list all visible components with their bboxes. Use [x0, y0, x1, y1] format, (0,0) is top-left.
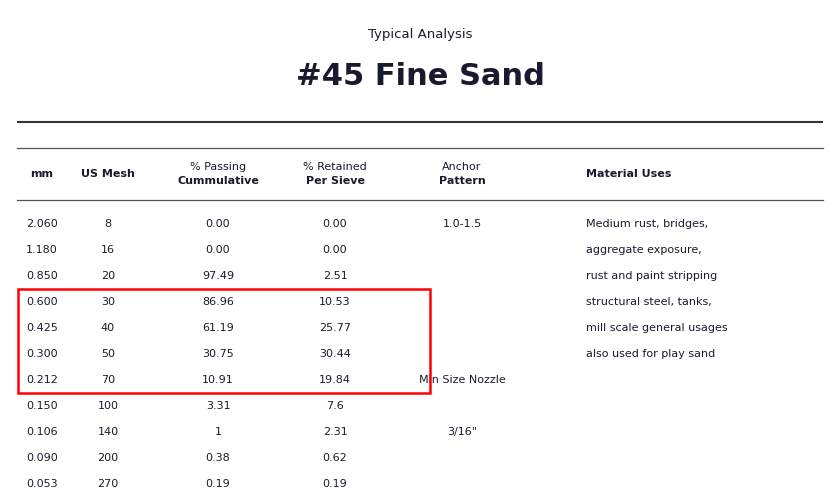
Text: 0.00: 0.00: [323, 219, 347, 229]
Text: 10.53: 10.53: [319, 297, 351, 307]
Text: 2.060: 2.060: [26, 219, 58, 229]
Text: 16: 16: [101, 245, 115, 255]
Text: 30.75: 30.75: [202, 349, 234, 359]
Text: 0.19: 0.19: [323, 479, 348, 489]
Text: 0.600: 0.600: [26, 297, 58, 307]
Text: rust and paint stripping: rust and paint stripping: [586, 271, 717, 281]
Text: aggregate exposure,: aggregate exposure,: [586, 245, 701, 255]
Text: mm: mm: [30, 169, 54, 179]
Text: Medium rust, bridges,: Medium rust, bridges,: [586, 219, 708, 229]
Text: 0.106: 0.106: [26, 427, 58, 437]
Text: 0.300: 0.300: [26, 349, 58, 359]
Text: 0.850: 0.850: [26, 271, 58, 281]
Text: 0.090: 0.090: [26, 453, 58, 463]
Text: Min Size Nozzle: Min Size Nozzle: [418, 375, 506, 385]
Text: 1: 1: [214, 427, 222, 437]
Text: Per Sieve: Per Sieve: [306, 176, 365, 186]
Text: 0.00: 0.00: [206, 219, 230, 229]
Text: US Mesh: US Mesh: [81, 169, 135, 179]
Text: 8: 8: [104, 219, 112, 229]
Text: 0.38: 0.38: [206, 453, 230, 463]
Text: 30.44: 30.44: [319, 349, 351, 359]
Text: 0.053: 0.053: [26, 479, 58, 489]
Text: Cummulative: Cummulative: [177, 176, 259, 186]
Text: 2.31: 2.31: [323, 427, 348, 437]
Text: 40: 40: [101, 323, 115, 333]
Text: 0.62: 0.62: [323, 453, 348, 463]
Text: 7.6: 7.6: [326, 401, 344, 411]
Text: also used for play sand: also used for play sand: [586, 349, 715, 359]
Text: 25.77: 25.77: [319, 323, 351, 333]
Text: 20: 20: [101, 271, 115, 281]
Text: 0.212: 0.212: [26, 375, 58, 385]
Text: 30: 30: [101, 297, 115, 307]
Text: 140: 140: [97, 427, 118, 437]
Text: #45 Fine Sand: #45 Fine Sand: [296, 62, 544, 91]
Text: 0.425: 0.425: [26, 323, 58, 333]
Text: 2.51: 2.51: [323, 271, 348, 281]
Text: 97.49: 97.49: [202, 271, 234, 281]
Text: structural steel, tanks,: structural steel, tanks,: [586, 297, 711, 307]
Text: Typical Analysis: Typical Analysis: [368, 28, 472, 41]
Text: 100: 100: [97, 401, 118, 411]
Text: mill scale general usages: mill scale general usages: [586, 323, 727, 333]
Text: Anchor: Anchor: [443, 162, 481, 172]
Text: 200: 200: [97, 453, 118, 463]
Text: 0.150: 0.150: [26, 401, 58, 411]
Text: 3/16": 3/16": [447, 427, 477, 437]
Text: 270: 270: [97, 479, 118, 489]
Text: % Passing: % Passing: [190, 162, 246, 172]
Text: 0.19: 0.19: [206, 479, 230, 489]
Text: % Retained: % Retained: [303, 162, 367, 172]
Text: 10.91: 10.91: [202, 375, 234, 385]
Text: Material Uses: Material Uses: [586, 169, 671, 179]
Text: 70: 70: [101, 375, 115, 385]
Text: 0.00: 0.00: [323, 245, 347, 255]
Text: 1.180: 1.180: [26, 245, 58, 255]
Text: Pattern: Pattern: [438, 176, 486, 186]
Text: 3.31: 3.31: [206, 401, 230, 411]
Text: 50: 50: [101, 349, 115, 359]
Text: 19.84: 19.84: [319, 375, 351, 385]
Text: 0.00: 0.00: [206, 245, 230, 255]
Text: 86.96: 86.96: [202, 297, 234, 307]
Text: 61.19: 61.19: [202, 323, 234, 333]
Text: 1.0-1.5: 1.0-1.5: [443, 219, 481, 229]
